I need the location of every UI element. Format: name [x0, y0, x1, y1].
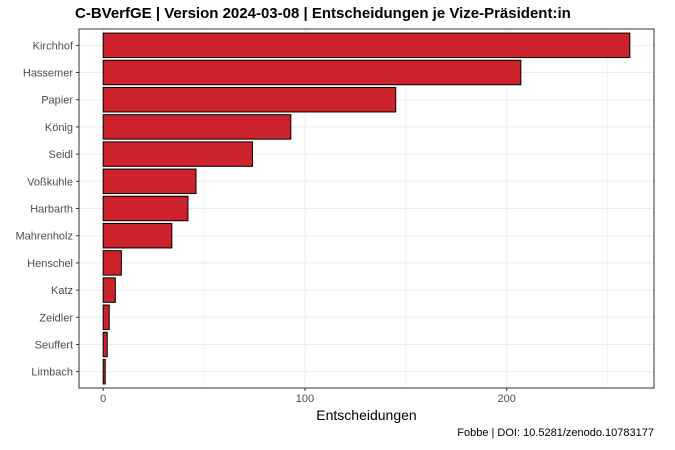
y-tick-label: Limbach	[31, 367, 73, 379]
bar-seuffert	[102, 331, 108, 358]
caption: Fobbe | DOI: 10.5281/zenodo.10783177	[457, 427, 654, 439]
y-tick-label: König	[45, 122, 73, 134]
bar-henschel	[102, 250, 122, 276]
bar-kirchhof	[102, 32, 631, 59]
bar-mahrenholz	[102, 222, 173, 249]
y-tick-label: Hassemer	[23, 68, 73, 80]
y-tick-label: Harbarth	[30, 204, 73, 216]
x-tick-label: 0	[100, 393, 106, 405]
x-axis-title: Entscheidungen	[316, 407, 416, 423]
y-tick-label: Katz	[51, 285, 73, 297]
y-tick-label: Voßkuhle	[27, 176, 73, 188]
x-tick-label: 200	[498, 393, 516, 405]
bar-harbarth	[102, 195, 189, 222]
y-tick-label: Papier	[41, 95, 73, 107]
y-tick-label: Kirchhof	[33, 40, 74, 52]
y-tick-label: Mahrenholz	[16, 231, 73, 243]
bar-zeidler	[102, 304, 110, 331]
bar-seidl	[102, 141, 254, 167]
x-tick-label: 100	[296, 393, 314, 405]
x-axis: 0 100 200	[100, 388, 516, 405]
bars-layer	[102, 32, 631, 385]
bar-papier	[102, 86, 397, 113]
y-axis: Kirchhof Hassemer Papier König Seidl Voßkuhle…	[16, 40, 79, 379]
bar-hassemer	[102, 59, 522, 86]
bar-katz	[102, 277, 116, 303]
y-tick-label: Henschel	[27, 258, 73, 270]
chart-title: C-BVerfGE | Version 2024-03-08 | Entsche…	[75, 5, 571, 22]
bar-voßkuhle	[102, 168, 197, 195]
y-tick-label: Seuffert	[35, 339, 73, 351]
y-tick-label: Zeidler	[39, 312, 73, 324]
bar-limbach	[102, 358, 106, 385]
bar-könig	[102, 114, 292, 140]
y-tick-label: Seidl	[49, 149, 73, 161]
